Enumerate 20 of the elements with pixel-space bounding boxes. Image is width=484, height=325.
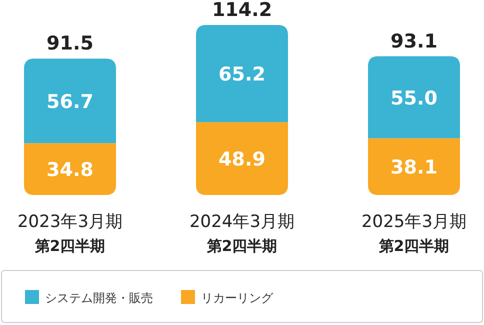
data-label: 38.1 xyxy=(390,156,438,179)
data-label: 55.0 xyxy=(390,87,438,110)
bar xyxy=(196,122,288,195)
data-label: 56.7 xyxy=(46,90,94,113)
total-label: 93.1 xyxy=(390,30,438,52)
total-label: 91.5 xyxy=(46,32,94,55)
data-label: 48.9 xyxy=(218,148,266,171)
legend-label: リカーリング xyxy=(201,291,274,305)
x-tick-label: 2023年3月期第2四半期 xyxy=(17,212,123,255)
x-tick-label: 2025年3月期第2四半期 xyxy=(361,212,467,255)
legend-label: システム開発・販売 xyxy=(45,291,153,305)
data-label: 34.8 xyxy=(46,159,94,182)
total-label: 114.2 xyxy=(212,0,272,21)
bar xyxy=(368,56,460,138)
data-label: 65.2 xyxy=(218,64,266,86)
bar xyxy=(196,25,288,122)
bar xyxy=(24,143,116,195)
x-tick-label: 2024年3月期第2四半期 xyxy=(189,212,295,255)
bar xyxy=(368,138,460,195)
bar xyxy=(24,58,116,144)
